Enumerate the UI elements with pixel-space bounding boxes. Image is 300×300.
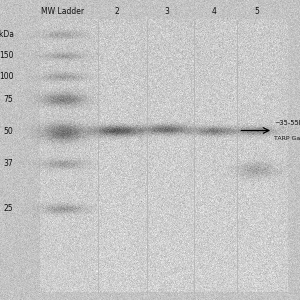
Text: 2: 2 [115, 7, 119, 16]
Text: 4: 4 [212, 7, 217, 16]
Text: MW Ladder: MW Ladder [41, 7, 85, 16]
Text: 37: 37 [4, 159, 14, 168]
Text: ~35-55kDa: ~35-55kDa [274, 120, 300, 126]
Text: 250 kDa: 250 kDa [0, 30, 14, 39]
Text: 75: 75 [4, 94, 14, 103]
Text: 100: 100 [0, 72, 14, 81]
Text: TARP Gamma2-4-8: TARP Gamma2-4-8 [274, 136, 300, 140]
Text: 3: 3 [164, 7, 169, 16]
Text: 150: 150 [0, 51, 14, 60]
Text: 50: 50 [4, 128, 14, 136]
Text: 5: 5 [254, 7, 259, 16]
Text: 25: 25 [4, 204, 14, 213]
